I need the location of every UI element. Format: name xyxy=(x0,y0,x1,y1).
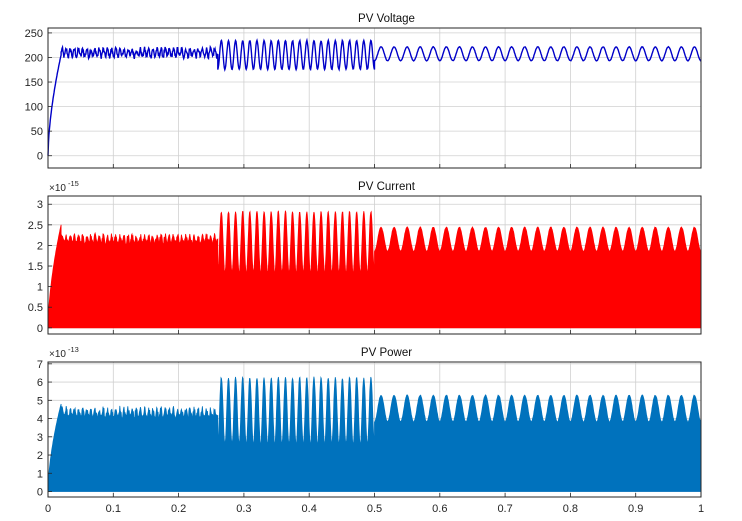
axes-3-ytick-label-2: 2 xyxy=(37,450,43,462)
axes-3-exponent-base: ×10 xyxy=(49,349,66,360)
axes-1-ytick-label-1: 50 xyxy=(31,126,43,138)
xtick-label-7: 0.7 xyxy=(497,503,512,515)
xtick-label-3: 0.3 xyxy=(236,503,251,515)
axes-2-title: PV Current xyxy=(358,181,416,193)
axes-1-title: PV Voltage xyxy=(358,13,415,25)
axes-2-ytick-label-5: 2.5 xyxy=(28,220,43,232)
axes-3-ytick-label-4: 4 xyxy=(37,414,43,426)
axes-3-ytick-label-0: 0 xyxy=(37,487,43,499)
xtick-label-4: 0.4 xyxy=(302,503,317,515)
axes-1-ytick-label-2: 100 xyxy=(25,102,43,114)
axes-1-ytick-label-0: 0 xyxy=(37,151,43,163)
axes-2-ytick-label-3: 1.5 xyxy=(28,261,43,273)
axes-2-ytick-label-0: 0 xyxy=(37,323,43,335)
series-1-line xyxy=(47,37,702,156)
axes-3-title: PV Power xyxy=(361,347,412,359)
xtick-label-10: 1 xyxy=(698,503,704,515)
xtick-label-9: 0.9 xyxy=(628,503,643,515)
axes-3-ytick-label-6: 6 xyxy=(37,377,43,389)
series-2-area xyxy=(47,210,702,329)
axes-2-exponent: -15 xyxy=(68,179,79,188)
axes-3-ytick-label-1: 1 xyxy=(37,468,43,480)
xtick-label-8: 0.8 xyxy=(563,503,578,515)
axes-1-ytick-label-4: 200 xyxy=(25,52,43,64)
axes-2-ytick-label-4: 2 xyxy=(37,240,43,252)
xtick-label-2: 0.2 xyxy=(171,503,186,515)
series-3-area xyxy=(47,375,702,492)
axes-2-ytick-label-1: 0.5 xyxy=(28,302,43,314)
xtick-label-6: 0.6 xyxy=(432,503,447,515)
xtick-label-5: 0.5 xyxy=(367,503,382,515)
axes-3-ytick-label-5: 5 xyxy=(37,395,43,407)
axes-2-ytick-label-6: 3 xyxy=(37,199,43,211)
axes-3-ytick-label-7: 7 xyxy=(37,359,43,371)
axes-3-exponent: -13 xyxy=(68,345,79,354)
xtick-label-0: 0 xyxy=(45,503,51,515)
axes-1-ytick-label-3: 150 xyxy=(25,77,43,89)
axes-1-ytick-label-5: 250 xyxy=(25,28,43,40)
xtick-label-1: 0.1 xyxy=(106,503,121,515)
axes-3-ytick-label-3: 3 xyxy=(37,432,43,444)
axes-2-ytick-label-2: 1 xyxy=(37,282,43,294)
axes-2-exponent-base: ×10 xyxy=(49,183,66,194)
